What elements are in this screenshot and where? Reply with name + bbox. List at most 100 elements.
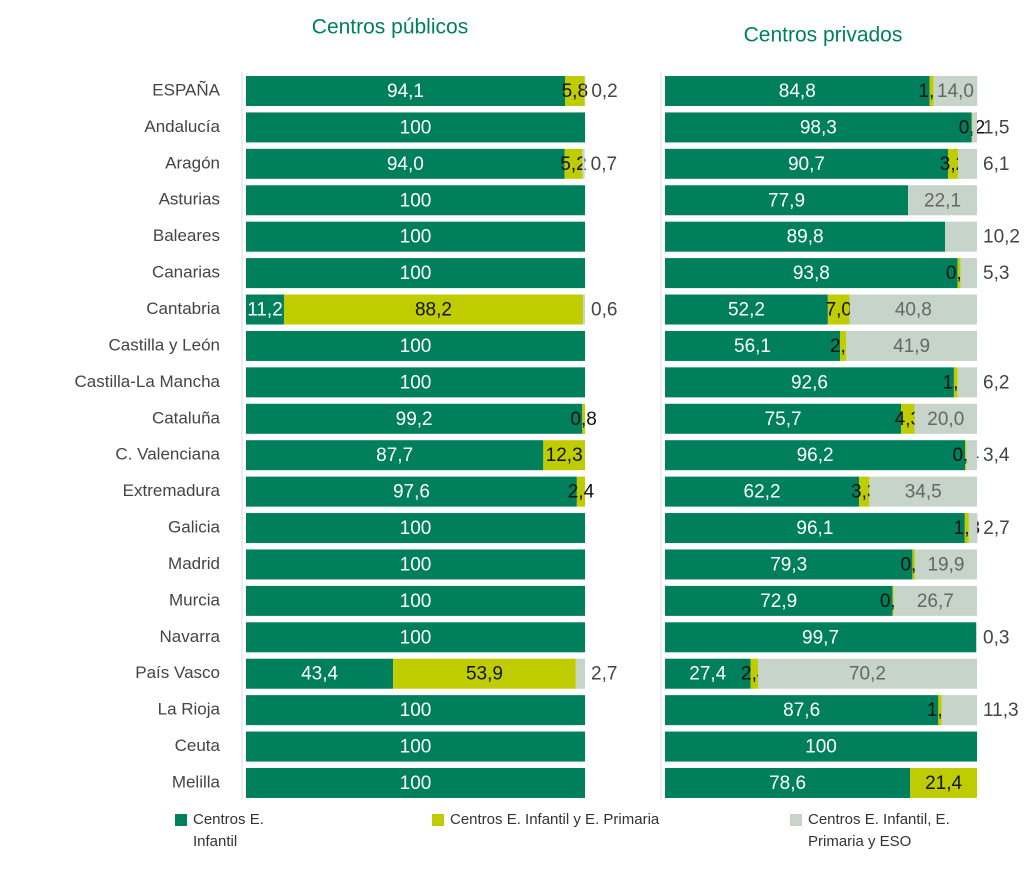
value-label: 96,1	[796, 518, 833, 539]
bar-segment	[840, 330, 847, 361]
value-label: 89,8	[787, 227, 824, 248]
value-label: 6,1	[983, 154, 1009, 175]
bar-segment	[246, 367, 585, 398]
value-label: 5,2	[560, 154, 586, 175]
value-label: 6,2	[983, 372, 1009, 393]
value-label: 14,0	[937, 81, 974, 102]
chart-title: Centros públicos	[312, 16, 468, 39]
value-label: 41,9	[893, 336, 930, 357]
value-label: 0,7	[591, 154, 617, 175]
value-label: 100	[400, 737, 432, 758]
bar-segment	[665, 148, 948, 179]
chart: Centros públicos ESPAÑA Andalucía Aragón Ast…	[74, 16, 1020, 802]
value-label: 56,1	[734, 336, 771, 357]
bar-segment	[971, 112, 973, 143]
category-label: Andalucía	[144, 117, 220, 136]
bar-segment	[246, 221, 585, 252]
value-label: 43,4	[301, 664, 338, 685]
bar-segment	[827, 294, 850, 325]
category-label: C. Valenciana	[115, 445, 220, 464]
category-label: Cantabria	[146, 299, 220, 318]
bar-segment	[582, 148, 585, 179]
bar-segment	[665, 549, 913, 580]
bar-segment	[543, 440, 585, 471]
category-label: Cataluña	[152, 408, 221, 427]
bar-segment	[665, 731, 977, 762]
bar-segment	[246, 112, 585, 143]
bar-segment	[945, 221, 977, 252]
category-label: Navarra	[160, 627, 221, 646]
value-label: 21,4	[925, 773, 962, 794]
bar-segment	[665, 767, 911, 798]
value-label: 20,0	[927, 409, 964, 430]
value-label: 1,5	[983, 117, 1009, 138]
bar-segment	[246, 585, 585, 616]
value-label: 97,6	[393, 482, 430, 503]
bar-segment	[966, 440, 977, 471]
bar-segment	[665, 658, 751, 689]
bar-segment	[938, 695, 942, 726]
value-label: 72,9	[760, 591, 797, 612]
category-label: Murcia	[169, 590, 221, 609]
value-label: 53,9	[466, 664, 503, 685]
legend-item: Centros E. Infantil y E. Primaria	[432, 809, 732, 831]
bar-segment	[665, 294, 828, 325]
bar-segment	[246, 476, 577, 507]
bar-segment	[929, 76, 934, 106]
bar-segment	[665, 221, 946, 252]
bar-segment	[665, 112, 972, 143]
value-label: 0,3	[983, 627, 1009, 648]
value-label: 22,1	[924, 190, 961, 211]
bar-segment	[246, 403, 583, 434]
value-label: 87,6	[783, 700, 820, 721]
value-label: 90,7	[788, 154, 825, 175]
value-label: 100	[400, 190, 432, 211]
bar-segment	[965, 440, 967, 471]
bar-segment	[901, 403, 915, 434]
value-label: 100	[400, 554, 432, 575]
bar-segment	[869, 476, 977, 507]
value-label: 79,3	[770, 554, 807, 575]
legend-label: Centros E. Infantil y E. Primaria	[450, 811, 660, 828]
value-label: 3,4	[983, 445, 1010, 466]
bar-segment	[575, 658, 585, 689]
value-label: 2,4	[568, 482, 595, 503]
value-label: 75,7	[765, 409, 802, 430]
bar-segment	[564, 76, 585, 106]
bar-segment	[665, 585, 893, 616]
bar-segment	[246, 76, 565, 106]
value-label: 0,2	[591, 81, 617, 102]
value-label: 100	[400, 700, 432, 721]
value-label: 5,3	[983, 263, 1009, 284]
bar-segment	[246, 549, 585, 580]
bar-segment	[246, 148, 565, 179]
bar-segment	[393, 658, 576, 689]
category-label: País Vasco	[135, 663, 220, 682]
bar-segment	[246, 695, 585, 726]
bar-segment	[665, 513, 965, 544]
value-label: 98,3	[800, 117, 837, 138]
bar-segment	[957, 258, 961, 289]
bar-segment	[912, 549, 915, 580]
category-label: Extremadura	[123, 481, 221, 500]
value-label: 100	[400, 227, 432, 248]
bar-segment	[960, 258, 977, 289]
value-label: 88,2	[415, 300, 452, 321]
value-label: 84,8	[779, 81, 816, 102]
bar-segment	[246, 658, 394, 689]
category-label: Ceuta	[175, 736, 221, 755]
bar-segment	[246, 731, 585, 762]
bar-segment	[584, 76, 586, 106]
value-label: 96,2	[797, 445, 834, 466]
value-label: 92,6	[791, 372, 828, 393]
bar-segment	[933, 76, 978, 106]
value-label: 94,1	[387, 81, 424, 102]
bar-segment	[665, 330, 841, 361]
legend-swatch	[790, 814, 802, 826]
category-label: ESPAÑA	[152, 80, 220, 99]
bar-segment	[957, 148, 977, 179]
category-label: Galicia	[168, 518, 221, 537]
value-label: 4,3	[895, 409, 921, 430]
bar-segment	[665, 476, 860, 507]
